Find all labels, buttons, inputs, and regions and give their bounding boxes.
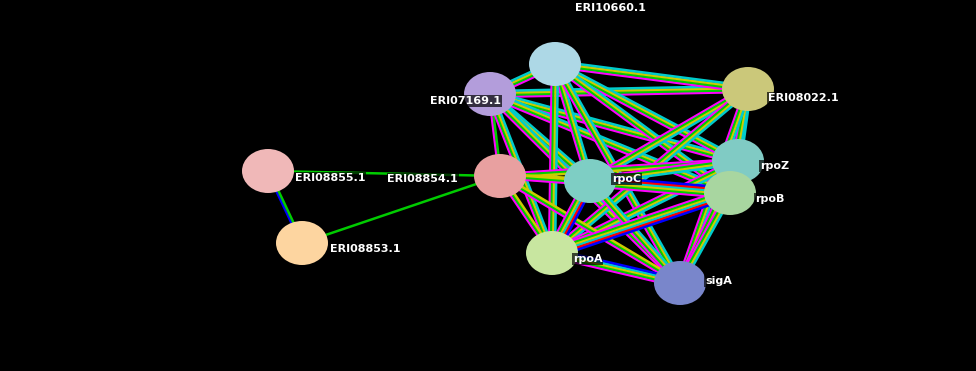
Text: ERI08855.1: ERI08855.1 bbox=[295, 173, 365, 183]
Ellipse shape bbox=[722, 67, 774, 111]
Ellipse shape bbox=[242, 149, 294, 193]
Ellipse shape bbox=[464, 72, 516, 116]
Ellipse shape bbox=[654, 261, 706, 305]
Text: rpoC: rpoC bbox=[612, 174, 641, 184]
Ellipse shape bbox=[712, 139, 764, 183]
Text: ERI08022.1: ERI08022.1 bbox=[768, 93, 838, 103]
Text: rpoA: rpoA bbox=[573, 254, 602, 264]
Ellipse shape bbox=[704, 171, 756, 215]
Text: ERI08854.1: ERI08854.1 bbox=[387, 174, 458, 184]
Text: rpoZ: rpoZ bbox=[760, 161, 790, 171]
Ellipse shape bbox=[474, 154, 526, 198]
Text: sigA: sigA bbox=[705, 276, 732, 286]
Ellipse shape bbox=[564, 159, 616, 203]
Ellipse shape bbox=[526, 231, 578, 275]
Ellipse shape bbox=[276, 221, 328, 265]
Text: ERI08853.1: ERI08853.1 bbox=[330, 244, 400, 254]
Text: ERI07169.1: ERI07169.1 bbox=[430, 96, 501, 106]
Text: ERI10660.1: ERI10660.1 bbox=[575, 3, 646, 13]
Text: rpoB: rpoB bbox=[755, 194, 785, 204]
Ellipse shape bbox=[529, 42, 581, 86]
